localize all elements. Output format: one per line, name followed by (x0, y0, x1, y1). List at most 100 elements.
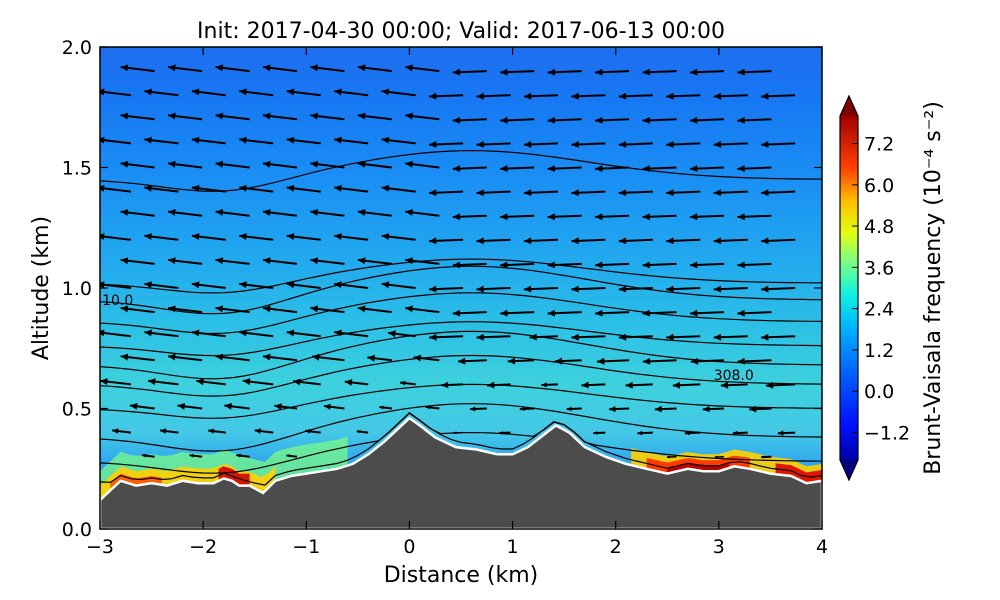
wind-arrow-head (120, 64, 129, 72)
wind-arrow-head (286, 329, 295, 337)
wind-arrow-head (120, 160, 129, 168)
wind-arrow-head (523, 141, 532, 148)
x-axis-ticks: −3 −2 −1 0 1 2 3 4 (86, 47, 828, 558)
wind-arrow-head (120, 257, 129, 265)
wind-arrow-head (476, 333, 484, 341)
contour-line (100, 412, 822, 486)
wind-arrow-head (500, 309, 508, 317)
wind-arrow-head (112, 428, 119, 434)
wind-arrow-head (429, 237, 437, 245)
wind-arrow-head (310, 257, 318, 265)
contour-label: 308.0 (714, 368, 754, 384)
wind-arrow-head (208, 428, 215, 434)
wind-arrow-head (452, 261, 461, 269)
wind-arrow-head (357, 112, 366, 120)
wind-arrow-head (595, 165, 603, 172)
wind-arrow-head (476, 92, 484, 100)
wind-arrow-head (141, 453, 147, 458)
wind-arrow-head (239, 233, 247, 240)
wind-arrow-head (529, 333, 537, 341)
wind-arrow-head (457, 357, 466, 365)
wind-arrow-head (625, 381, 633, 389)
wind-arrow-head (666, 285, 674, 293)
wind-arrow-head (405, 209, 413, 216)
wind-arrow-head (215, 209, 224, 216)
wind-arrow-head (737, 213, 745, 221)
wind-arrow-head (100, 329, 105, 337)
wind-arrow-head (761, 141, 769, 148)
wind-arrow-head (690, 261, 698, 269)
wind-arrow-head (523, 92, 532, 100)
wind-arrow-head (334, 281, 342, 289)
wind-arrow-head (215, 305, 224, 313)
wind-arrow-head (761, 285, 769, 293)
wind-arrow-head (263, 209, 271, 216)
wind-arrow-head (571, 285, 579, 293)
wind-arrow-head (654, 405, 662, 413)
wind-arrow-head (609, 406, 616, 413)
wind-arrow-head (642, 261, 650, 269)
wind-arrow-head (286, 233, 295, 240)
wind-arrow-head (523, 189, 532, 197)
x-tick-label: 1 (507, 536, 519, 558)
wind-arrow-head (581, 381, 589, 389)
wind-arrow-head (310, 112, 318, 120)
wind-arrow-head (571, 92, 579, 100)
wind-arrow-head (642, 165, 650, 172)
wind-arrow-head (595, 213, 603, 221)
wind-arrow-head (642, 68, 650, 76)
wind-arrow-head (523, 285, 532, 293)
wind-arrow-head (286, 136, 295, 144)
wind-arrow-head (310, 209, 318, 216)
colorbar-outline (839, 94, 859, 482)
wind-arrow-head (191, 233, 200, 240)
wind-arrow-head (334, 329, 342, 337)
wind-arrow-head (263, 305, 271, 313)
wind-arrow-head (713, 92, 722, 100)
wind-arrow-head (597, 357, 605, 365)
wind-arrow-head (618, 333, 627, 341)
wind-arrow-head (690, 213, 698, 221)
wind-arrow-head (690, 357, 699, 365)
wind-arrow-head (236, 453, 241, 458)
wind-arrow-head (334, 233, 342, 240)
x-axis-label: Distance (km) (384, 563, 539, 588)
contour-labels: 10.0 308.0 (102, 293, 754, 384)
colorbar-tick-label: 3.6 (864, 257, 894, 279)
wind-arrow-head (413, 354, 422, 362)
wind-arrow-head (144, 136, 152, 144)
wind-arrow-head (379, 405, 384, 410)
wind-arrow-head (381, 136, 390, 144)
contour-line (100, 403, 822, 452)
wind-arrow-head (305, 428, 311, 434)
wind-arrow-head (215, 160, 224, 168)
wind-arrow-head (761, 237, 769, 245)
wind-arrow-head (425, 405, 431, 410)
wind-arrow-head (239, 136, 247, 144)
wind-arrow-head (215, 257, 224, 265)
wind-arrow-head (191, 329, 200, 337)
wind-arrow-head (263, 112, 271, 120)
wind-arrow-head (239, 184, 247, 192)
wind-arrow-head (666, 333, 674, 341)
wind-arrow-head (215, 64, 224, 72)
wind-arrow-head (476, 285, 484, 293)
wind-arrow-head (618, 92, 627, 100)
wind-arrow-head (500, 165, 508, 172)
wind-arrow-head (196, 378, 204, 386)
wind-arrow-head (381, 281, 390, 289)
wind-arrow-head (702, 405, 710, 413)
wind-arrow-head (120, 112, 129, 120)
x-tick-label: 3 (713, 536, 725, 558)
x-tick-label: 4 (816, 536, 828, 558)
wind-arrow-head (441, 381, 449, 389)
wind-arrow-head (637, 430, 643, 436)
wind-arrow-head (765, 381, 774, 389)
wind-arrow-head (519, 406, 525, 412)
wind-arrow-head (666, 237, 674, 245)
wind-arrow-head (476, 189, 484, 197)
wind-arrow-head (100, 136, 105, 144)
chart-title: Init: 2017-04-30 00:00; Valid: 2017-06-1… (197, 19, 725, 44)
wind-arrow-head (690, 116, 698, 124)
wind-arrow-head (239, 329, 247, 337)
